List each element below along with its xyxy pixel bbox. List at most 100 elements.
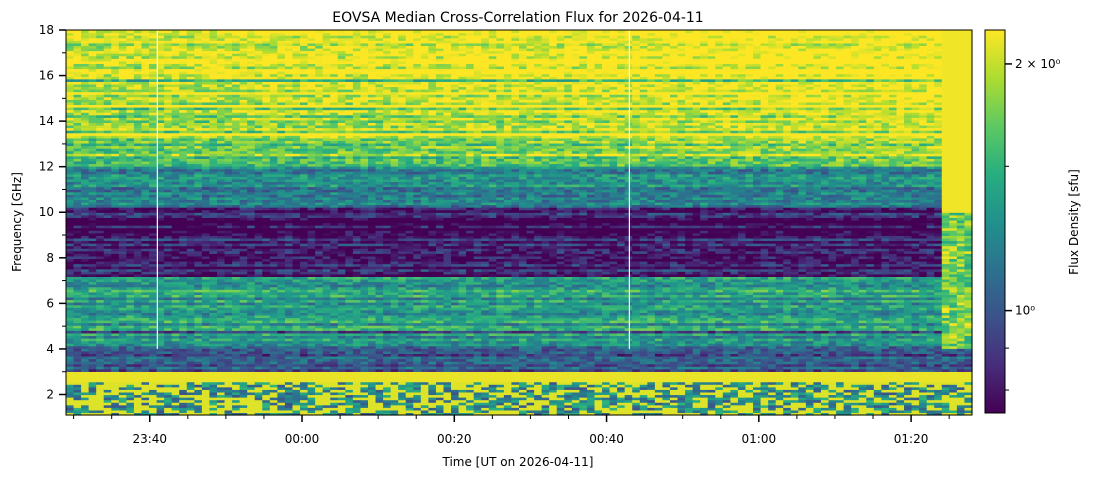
heatmap-cell [284, 253, 294, 257]
heatmap-cell [307, 201, 316, 206]
heatmap-cell [254, 294, 263, 298]
heatmap-cell [149, 201, 158, 206]
heatmap-cell [126, 32, 135, 36]
heatmap-cell [164, 314, 173, 319]
heatmap-cell [201, 217, 211, 221]
heatmap-cell [201, 132, 211, 136]
heatmap-cell [186, 232, 195, 236]
heatmap-cell [156, 186, 165, 190]
heatmap-cell [73, 91, 82, 95]
heatmap-cell [239, 325, 248, 329]
heatmap-cell [300, 253, 309, 257]
heatmap-cell [179, 171, 188, 175]
heatmap-cell [232, 101, 241, 106]
heatmap-cell [179, 409, 188, 414]
heatmap-cell [269, 42, 278, 46]
heatmap-cell [247, 55, 256, 59]
heatmap-cell [201, 266, 211, 270]
heatmap-cell [254, 302, 263, 306]
heatmap-cell [217, 355, 226, 360]
heatmap-cell [262, 245, 271, 249]
heatmap-cell [149, 225, 158, 229]
heatmap-cell [292, 317, 301, 321]
heatmap-cell [156, 68, 165, 72]
heatmap-cell [300, 63, 309, 67]
heatmap-cell [164, 168, 173, 172]
heatmap-cell [232, 261, 241, 265]
heatmap-cell [103, 266, 112, 270]
heatmap-cell [171, 35, 180, 39]
heatmap-cell [88, 281, 97, 285]
heatmap-cell [96, 55, 105, 59]
heatmap-cell [164, 268, 173, 272]
heatmap-cell [247, 376, 256, 380]
heatmap-cell [149, 345, 158, 349]
heatmap-cell [179, 235, 188, 239]
heatmap-cell [247, 345, 256, 349]
heatmap-cell [194, 232, 203, 236]
heatmap-cell [209, 240, 218, 244]
heatmap-cell [277, 376, 286, 380]
heatmap-cell [179, 358, 188, 362]
heatmap-cell [66, 35, 75, 39]
heatmap-cell [224, 358, 233, 362]
heatmap-cell [73, 186, 82, 190]
heatmap-cell [96, 212, 105, 216]
heatmap-cell [186, 30, 195, 34]
heatmap-cell [300, 222, 309, 226]
heatmap-cell [73, 109, 82, 113]
heatmap-cell [239, 330, 248, 334]
heatmap-cell [126, 86, 135, 90]
heatmap-cell [73, 35, 82, 39]
heatmap-cell [156, 109, 165, 113]
heatmap-cell [103, 114, 112, 118]
heatmap-cell [171, 296, 180, 301]
heatmap-cell [66, 73, 75, 77]
heatmap-cell [126, 373, 135, 378]
heatmap-cell [171, 253, 180, 257]
heatmap-cell [262, 65, 271, 70]
heatmap-cell [247, 173, 256, 177]
heatmap-cell [217, 320, 226, 324]
heatmap-cell [118, 245, 127, 249]
heatmap-cell [209, 314, 218, 319]
heatmap-cell [179, 104, 188, 108]
heatmap-cell [179, 325, 188, 329]
heatmap-cell [201, 40, 211, 44]
heatmap-cell [284, 76, 294, 80]
heatmap-cell [284, 122, 294, 126]
heatmap-cell [103, 320, 112, 324]
heatmap-cell [66, 109, 75, 113]
heatmap-cell [194, 130, 203, 134]
heatmap-cell [96, 104, 105, 108]
heatmap-cell [156, 389, 165, 393]
heatmap-cell [171, 130, 180, 134]
heatmap-cell [96, 45, 105, 49]
heatmap-cell [149, 194, 158, 198]
heatmap-cell [126, 40, 135, 44]
heatmap-cell [149, 325, 158, 329]
heatmap-cell [247, 353, 256, 357]
heatmap-cell [103, 176, 112, 180]
heatmap-cell [232, 225, 241, 229]
heatmap-cell [164, 189, 173, 193]
heatmap-cell [149, 196, 158, 200]
heatmap-cell [300, 230, 309, 234]
heatmap-cell [307, 222, 316, 226]
heatmap-cell [156, 135, 165, 139]
heatmap-cell [232, 112, 241, 116]
heatmap-cell [103, 91, 112, 95]
heatmap-cell [88, 350, 97, 354]
heatmap-cell [284, 78, 294, 82]
heatmap-cell [247, 32, 256, 36]
heatmap-cell [209, 40, 218, 44]
heatmap-cell [277, 338, 286, 342]
heatmap-cell [239, 30, 248, 34]
heatmap-cell [284, 345, 294, 349]
heatmap-cell [103, 68, 112, 72]
heatmap-cell [209, 230, 218, 234]
heatmap-cell [133, 194, 143, 198]
heatmap-cell [88, 235, 97, 239]
heatmap-cell [232, 289, 241, 293]
heatmap-cell [209, 73, 218, 77]
